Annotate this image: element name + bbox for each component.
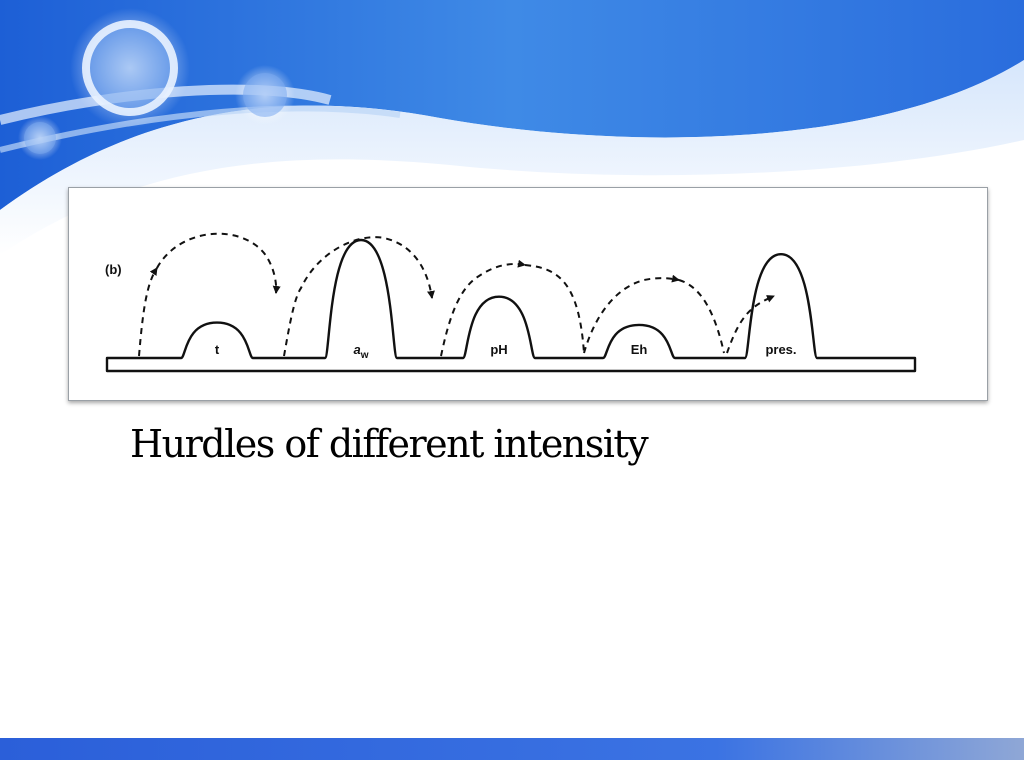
hurdle-label-1: t — [215, 342, 220, 357]
jump-arrow-5 — [524, 264, 585, 354]
jump-arrow-3 — [283, 236, 435, 357]
hurdle-diagram: (b) t aw pH Eh pres. — [105, 232, 917, 373]
hurdle-label-3: pH — [490, 342, 507, 357]
jump-arrow-6 — [583, 274, 680, 354]
hurdle-label-5: pres. — [765, 342, 796, 357]
jump-arrow-2 — [156, 232, 281, 294]
jump-arrow-7 — [678, 279, 725, 354]
hurdle-diagram-frame: (b) t aw pH Eh pres. — [68, 187, 988, 401]
jump-arrow-8 — [726, 295, 775, 354]
jump-arrow-1 — [138, 267, 158, 357]
hurdle-label-4: Eh — [631, 342, 648, 357]
slide-caption: Hurdles of different intensity — [130, 422, 649, 466]
jump-arrow-4 — [440, 259, 526, 357]
panel-label: (b) — [105, 262, 122, 277]
hurdle-track — [105, 238, 917, 373]
header-wave — [0, 0, 1024, 210]
footer-bar — [0, 738, 1024, 760]
